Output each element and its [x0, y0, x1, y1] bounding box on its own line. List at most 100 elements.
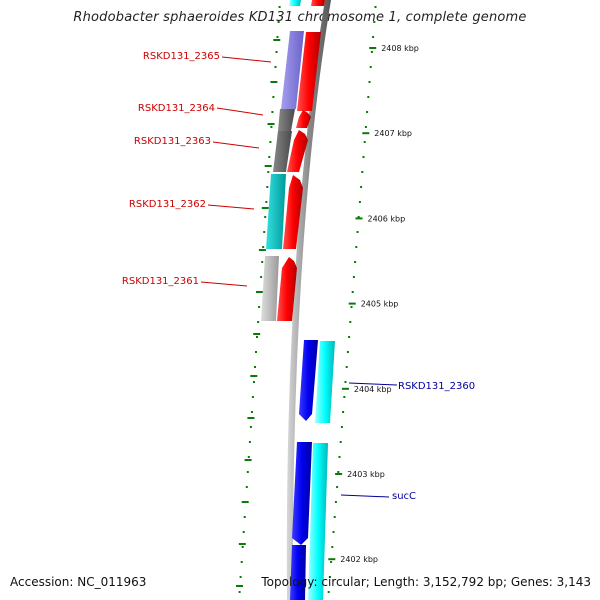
gene-label-rskd131-2360[interactable]: RSKD131_2360 [398, 381, 475, 392]
track-dot [340, 426, 343, 428]
scale-label: 2402 kbp [340, 555, 378, 564]
scale-marks: 2408 kbp 2407 kbp 2406 kbp 2405 kbp 2404 kbp… [328, 44, 419, 564]
gene-labels: RSKD131_2365 RSKD131_2364 RSKD131_2363 R… [122, 51, 475, 502]
track-dot [338, 456, 341, 458]
track-dot [254, 366, 256, 368]
forward-strand-genes [277, 32, 321, 321]
track-dot [352, 276, 355, 278]
track-dot [361, 171, 364, 173]
gene-label-rskd131-2361[interactable]: RSKD131_2361 [122, 276, 199, 287]
track-dot [258, 306, 261, 308]
category-block-rskd131-2362[interactable] [266, 174, 286, 249]
track-dot [250, 411, 253, 413]
track-dot [333, 516, 336, 518]
track-dot [277, 21, 280, 23]
track-dot [255, 351, 257, 353]
track-dot [239, 576, 242, 578]
map-title: Rhodobacter sphaeroides KD131 chromosome… [73, 10, 527, 25]
track-dot [246, 471, 249, 473]
gene-arrow-rskd131-2362[interactable] [283, 175, 303, 249]
gene-arrow-top-category[interactable] [289, 0, 301, 6]
track-dot [267, 171, 270, 173]
gene-arrow-succ[interactable] [292, 442, 312, 545]
scale-label: 2406 kbp [368, 214, 406, 223]
gene-arrow-rskd131-2363[interactable] [287, 130, 308, 172]
track-dot [368, 81, 371, 83]
track-dot [336, 486, 339, 488]
track-dot [357, 216, 360, 218]
track-dot [240, 561, 243, 563]
track-dot [256, 336, 258, 338]
track-dot [248, 441, 251, 443]
gene-arrow-rskd131-2361[interactable] [277, 257, 297, 321]
track-dot [364, 126, 367, 128]
track-dot [242, 531, 245, 533]
right-dotted-track [327, 6, 377, 593]
track-dot [354, 261, 357, 263]
scale-label: 2405 kbp [361, 300, 399, 309]
track-dot [270, 126, 273, 128]
gene-label-rskd131-2365[interactable]: RSKD131_2365 [143, 51, 220, 62]
track-dot [272, 96, 275, 98]
track-dot [350, 306, 353, 308]
track-dot [327, 591, 330, 593]
track-dot [257, 321, 260, 323]
track-dot [346, 351, 349, 353]
track-dot [271, 111, 274, 113]
track-dot [345, 366, 348, 368]
gene-label-succ[interactable]: sucC [392, 491, 416, 502]
gene-label-rskd131-2364[interactable]: RSKD131_2364 [138, 103, 215, 114]
track-dot [251, 396, 254, 398]
gene-arrow-top-partial[interactable] [311, 0, 325, 6]
track-dot [247, 456, 250, 458]
category-block-rskd131-2361[interactable] [261, 256, 279, 321]
track-dot [356, 231, 359, 233]
track-dot [331, 546, 334, 548]
track-dot [276, 36, 279, 38]
track-dot [241, 546, 244, 548]
scale-label: 2408 kbp [381, 44, 419, 53]
gene-arrow-bottom-partial[interactable] [290, 545, 306, 600]
forward-category-track [261, 31, 304, 321]
track-dot [260, 276, 263, 278]
track-dot [330, 561, 333, 563]
track-dot [253, 381, 255, 383]
track-dot [278, 6, 281, 8]
track-dot [266, 186, 269, 188]
track-dot [348, 336, 351, 338]
track-dot [332, 531, 335, 533]
track-dot [238, 591, 241, 593]
gene-arrow-rskd131-2360[interactable] [299, 340, 318, 421]
track-dot [328, 576, 331, 578]
scale-label: 2404 kbp [354, 385, 392, 394]
track-dot [339, 441, 342, 443]
reverse-strand-genes [290, 340, 318, 600]
track-dot [343, 396, 346, 398]
scale-label: 2407 kbp [374, 129, 412, 138]
track-dot [263, 231, 266, 233]
category-block-rskd131-2360[interactable] [315, 341, 335, 423]
reverse-category-track [308, 341, 335, 600]
category-block-rskd131-2363[interactable] [273, 131, 292, 172]
gene-label-rskd131-2363[interactable]: RSKD131_2363 [134, 136, 211, 147]
gene-arrow-rskd131-2365[interactable] [297, 32, 321, 111]
track-dot [268, 156, 271, 158]
gene-arrow-rskd131-2364[interactable] [296, 110, 311, 128]
category-block-rskd131-2365[interactable] [281, 31, 304, 109]
scale-label: 2403 kbp [347, 470, 385, 479]
track-dot [367, 96, 370, 98]
track-dot [369, 66, 372, 68]
track-dot [351, 291, 354, 293]
track-dot [265, 201, 268, 203]
track-dot [249, 426, 252, 428]
gene-label-rskd131-2362[interactable]: RSKD131_2362 [129, 199, 206, 210]
category-block-rskd131-2364[interactable] [278, 109, 295, 131]
track-dot [360, 186, 363, 188]
track-dot [373, 21, 376, 23]
track-dot [344, 381, 347, 383]
track-dot [274, 66, 277, 68]
track-dot [275, 51, 278, 53]
category-block-succ[interactable] [308, 443, 328, 600]
accession-label: Accession: NC_011963 [10, 575, 147, 589]
